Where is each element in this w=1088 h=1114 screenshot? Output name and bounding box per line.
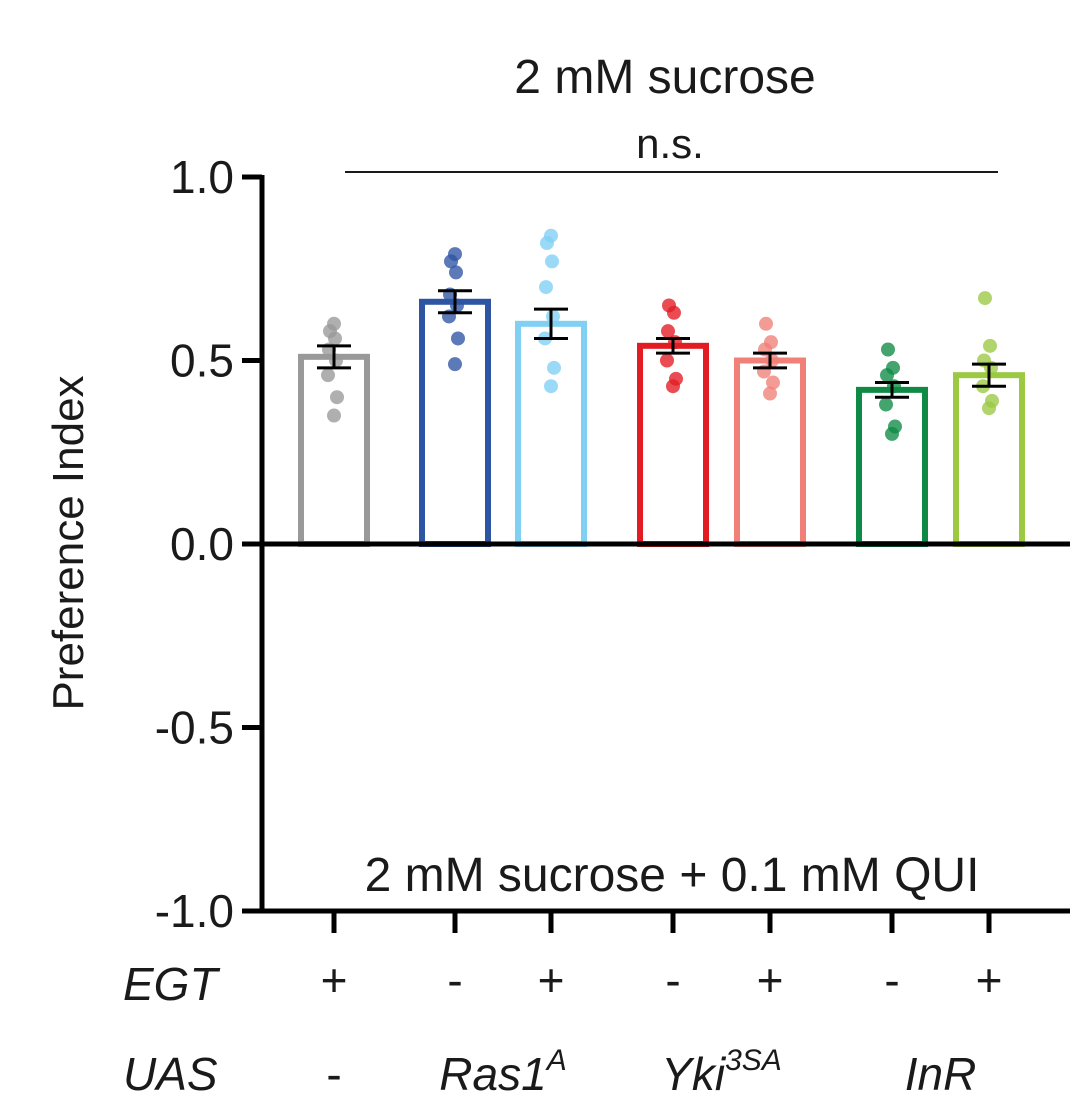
data-point [888,419,902,434]
y-axis-label: Preference Index [44,375,93,710]
axes [259,175,1070,933]
x-axis-labels: + - + - + - + - Ras1A Yki3SA InR [321,954,1003,1100]
data-point [330,390,344,405]
data-point [451,331,465,346]
bar-group [515,228,587,547]
egt-value-label: - [884,954,899,1006]
data-point [321,368,335,383]
data-point [983,338,997,353]
y-tick-label: 0.5 [170,335,234,387]
data-point [661,324,675,339]
uas-genotype-label: Ras1A [439,1044,566,1100]
data-point [449,265,463,280]
significance-label: n.s. [636,120,704,167]
data-point [448,357,462,372]
uas-genotype-name: - [326,1048,341,1100]
data-point [544,379,558,394]
uas-genotype-name: Yki [661,1048,727,1100]
bar [515,320,587,547]
data-point [662,298,676,313]
uas-genotype-superscript: A [545,1044,567,1077]
bar-group [419,247,491,547]
data-point [448,247,462,262]
egt-value-label: - [447,954,462,1006]
egt-value-label: + [976,954,1003,1006]
data-point [759,316,773,331]
egt-row-label: EGT [123,958,220,1010]
uas-genotype-label: Yki3SA [661,1044,782,1100]
data-point [763,386,777,401]
bar-group [734,316,806,547]
bar [298,353,370,547]
data-point [669,371,683,386]
data-point [327,408,341,423]
data-point [879,397,893,412]
uas-genotype-superscript: 3SA [725,1044,782,1077]
uas-row-label: UAS [123,1048,218,1100]
data-point [544,228,558,243]
egt-value-label: - [665,954,680,1006]
chart-title: 2 mM sucrose [514,51,815,104]
data-point [886,360,900,375]
uas-genotype-label: - [326,1048,341,1100]
bar-series [298,228,1025,547]
egt-value-label: + [757,954,784,1006]
data-point [547,360,561,375]
bar-group [953,291,1025,547]
data-point [978,291,992,306]
bar-group [637,298,709,547]
egt-value-label: + [321,954,348,1006]
data-point [764,335,778,350]
y-tick-label: -0.5 [155,702,234,754]
data-point [545,254,559,269]
data-point [766,375,780,390]
data-point [881,342,895,357]
data-point [546,309,560,324]
y-tick-label: -1.0 [155,885,234,937]
lower-condition-label: 2 mM sucrose + 0.1 mM QUI [365,849,980,902]
y-tick-label: 1.0 [170,151,234,203]
bar-group [856,342,928,547]
uas-genotype-name: Ras1 [439,1048,546,1100]
data-point [660,353,674,368]
y-axis-ticks: 1.0 0.5 0.0 -0.5 -1.0 [155,151,262,937]
bar-group [298,316,370,547]
y-tick-label: 0.0 [170,518,234,570]
bar [856,386,928,547]
data-point [539,280,553,295]
data-point [985,393,999,408]
data-point [327,316,341,331]
uas-genotype-name: InR [905,1048,977,1100]
uas-genotype-label: InR [905,1048,977,1100]
egt-value-label: + [538,954,565,1006]
